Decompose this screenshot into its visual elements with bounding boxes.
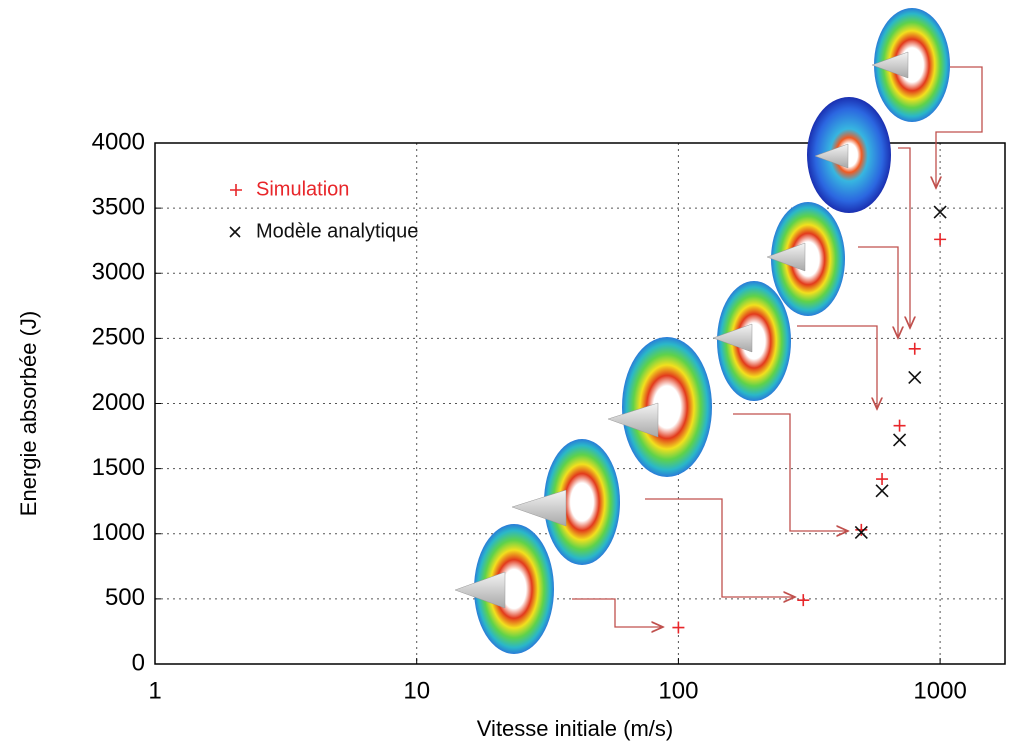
y-axis-label: Energie absorbée (J) — [16, 311, 41, 516]
x-tick-label: 1000 — [913, 677, 966, 704]
x-axis-label: Vitesse initiale (m/s) — [477, 716, 673, 741]
y-tick-label: 2500 — [92, 324, 145, 351]
y-tick-label: 500 — [105, 584, 145, 611]
data-point — [855, 523, 868, 536]
data-point — [893, 433, 907, 447]
data-point — [797, 594, 810, 607]
data-point — [875, 484, 889, 498]
y-tick-label: 0 — [132, 649, 145, 676]
legend-marker — [230, 184, 242, 196]
x-tick-label: 10 — [403, 677, 430, 704]
legend-label: Modèle analytique — [256, 220, 418, 242]
data-point — [908, 370, 922, 385]
data-point — [933, 205, 947, 219]
y-tick-label: 1500 — [92, 454, 145, 481]
data-point — [934, 233, 947, 246]
y-tick-label: 3500 — [92, 193, 145, 220]
x-tick-label: 1 — [148, 677, 161, 704]
y-tick-label: 2000 — [92, 389, 145, 416]
data-point — [893, 419, 906, 432]
x-tick-label: 100 — [658, 677, 698, 704]
legend-label: Simulation — [256, 178, 349, 200]
y-tick-label: 3000 — [92, 259, 145, 286]
data-point — [908, 342, 921, 355]
illustrations — [454, 8, 983, 654]
y-tick-label: 1000 — [92, 519, 145, 546]
data-point — [876, 473, 889, 486]
legend-marker — [229, 226, 241, 238]
data-point — [854, 525, 868, 540]
plot-frame — [154, 142, 1006, 665]
data-point — [672, 621, 685, 634]
y-tick-label: 4000 — [92, 128, 145, 155]
